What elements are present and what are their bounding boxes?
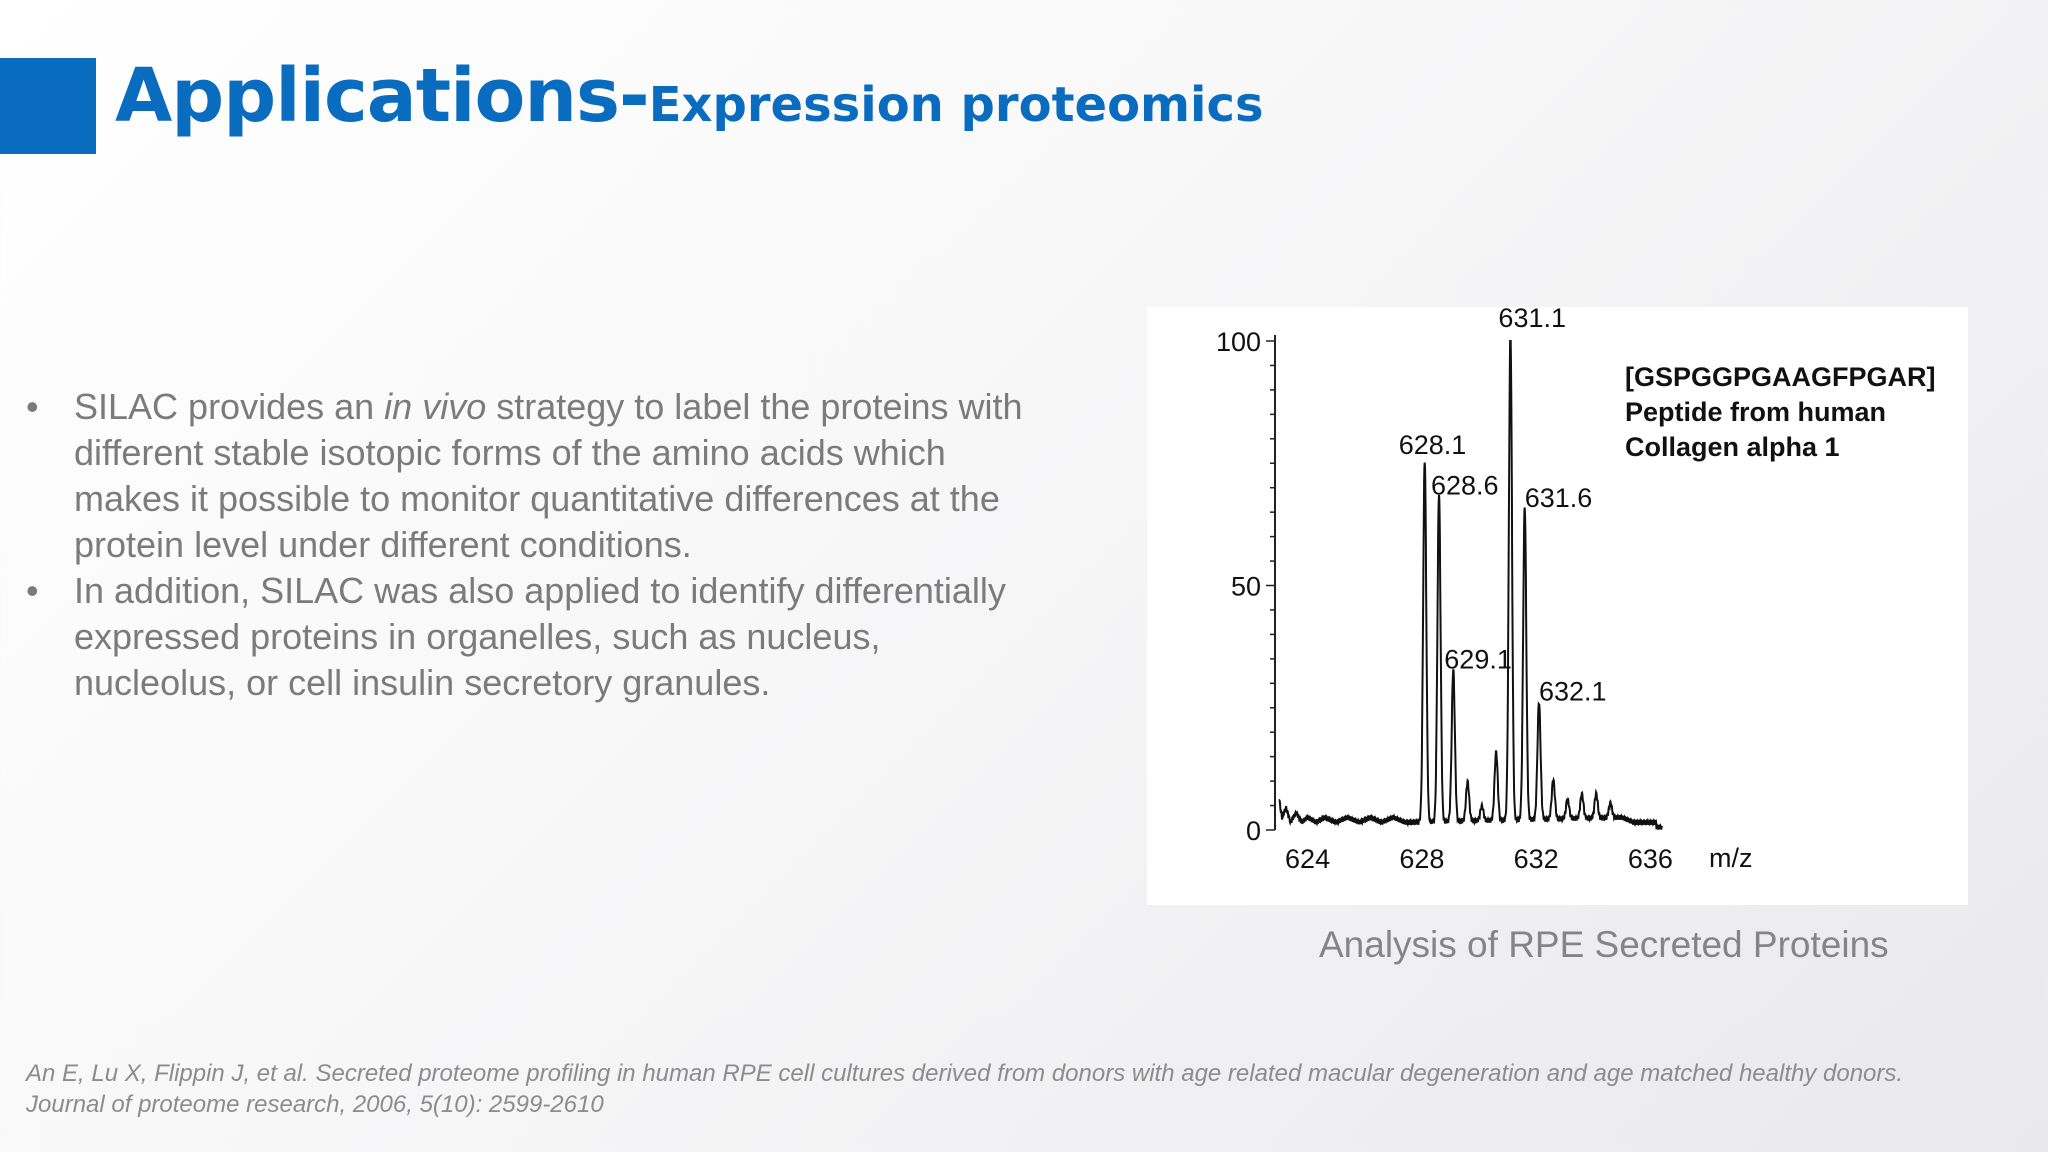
- title-accent-block: [0, 58, 96, 154]
- peak-label: 628.1: [1399, 430, 1467, 460]
- bullet-text: strategy to label the proteins with diff…: [74, 386, 1023, 565]
- bullet-item: • SILAC provides an in vivo strategy to …: [24, 384, 1034, 568]
- y-tick-label: 0: [1246, 816, 1261, 846]
- peptide-annotation-line: Peptide from human: [1625, 397, 1886, 427]
- x-tick-label: 632: [1514, 844, 1559, 874]
- figure-caption: Analysis of RPE Secreted Proteins: [1319, 924, 1889, 965]
- bullet-text: SILAC provides an: [74, 386, 385, 427]
- bullet-item: • In addition, SILAC was also applied to…: [24, 568, 1034, 706]
- peak-label: 628.6: [1431, 470, 1499, 500]
- peak-label: 632.1: [1539, 677, 1607, 707]
- peak-label: 629.1: [1444, 644, 1512, 674]
- peak-label: 631.1: [1498, 307, 1566, 333]
- peak-label: 631.6: [1525, 483, 1593, 513]
- bullet-dot: •: [26, 570, 39, 611]
- citation-reference: An E, Lu X, Flippin J, et al. Secreted p…: [26, 1060, 1904, 1118]
- x-axis-label: m/z: [1709, 843, 1753, 873]
- bullet-list: • SILAC provides an in vivo strategy to …: [24, 384, 1034, 706]
- y-tick-label: 100: [1216, 327, 1261, 357]
- x-tick-label: 624: [1285, 844, 1330, 874]
- peptide-annotation-line: Collagen alpha 1: [1625, 432, 1840, 462]
- bullet-text: In addition, SILAC was also applied to i…: [74, 570, 1006, 703]
- x-tick-label: 628: [1399, 844, 1444, 874]
- y-tick-label: 50: [1231, 572, 1261, 602]
- peptide-annotation-line: [GSPGGPGAAGFPGAR]: [1625, 362, 1936, 392]
- slide-title: Applications-Expression proteomics: [115, 52, 1264, 141]
- bullet-dot: •: [26, 386, 39, 427]
- title-subtitle: Expression proteomics: [648, 77, 1264, 133]
- title-main: Applications-: [115, 53, 650, 139]
- mass-spectrum-figure: 0 50 100 624 628 632 636 m/z 628.1 628.6 629.1 631.…: [1147, 307, 1968, 905]
- mass-spectrum-chart: 0 50 100 624 628 632 636 m/z 628.1 628.6 629.1 631.…: [1216, 307, 1936, 874]
- x-tick-label: 636: [1628, 844, 1673, 874]
- bullet-italic-text: in vivo: [384, 386, 487, 427]
- spectrum-line: [1278, 340, 1663, 830]
